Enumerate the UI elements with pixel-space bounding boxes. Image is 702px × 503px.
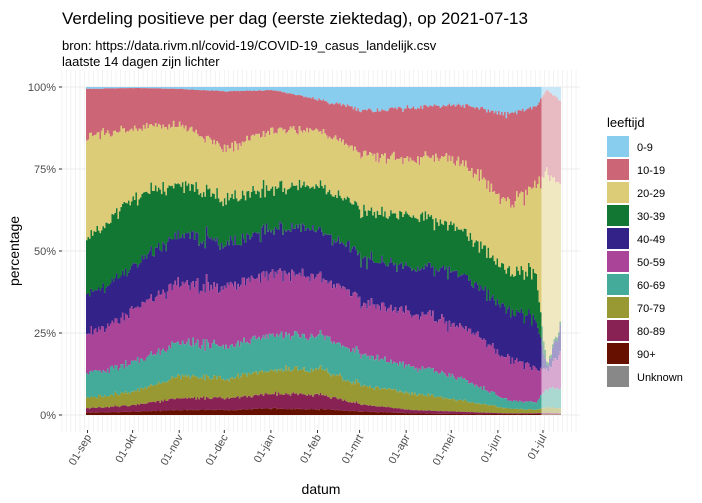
x-tick-label: 01-jun [479,433,505,465]
area-series-20-29 [86,120,561,363]
legend-key [607,366,629,387]
area-series-40-49 [86,221,561,372]
x-tick-label: 01-okt [114,433,140,465]
legend-key [607,251,629,272]
legend-label: 30-39 [637,211,665,223]
legend: 0-9 10-19 20-29 30-39 40-49 50-59 60-69 70-79 80… [607,136,683,387]
x-tick-label: 01-mrt [340,433,366,467]
legend-label: 40-49 [637,234,665,246]
legend-label: 70-79 [637,303,665,315]
legend-key [607,159,629,180]
y-axis-label: percentage [6,216,22,286]
y-tick-label: 25% [34,328,56,340]
x-axis: 01-sep 01-okt 01-nov 01-dec 01-jan 01-feb 01-m… [67,430,550,468]
legend-label: 90+ [637,349,656,361]
y-tick-label: 0% [40,410,56,422]
x-tick-label: 01-nov [159,432,186,468]
legend-label: 10-19 [637,165,665,177]
x-tick-label: 01-mei [431,433,458,468]
legend-key [607,136,629,157]
legend-label: Unknown [637,372,683,384]
legend-key [607,205,629,226]
area-series-80-89 [86,391,561,415]
y-tick-label: 75% [34,164,56,176]
x-tick-label: 01-feb [298,433,324,466]
legend-label: 80-89 [637,326,665,338]
x-tick-label: 01-dec [204,432,231,468]
chart-title: Verdeling positieve per dag (eerste ziek… [62,9,528,28]
legend-key [607,274,629,295]
legend-key [607,182,629,203]
y-tick-label: 100% [28,82,56,94]
area-series-0-9 [86,87,561,119]
x-tick-label: 01-jan [252,433,278,465]
area-series-10-19 [86,87,561,208]
x-tick-label: 01-jul [526,433,550,462]
chart-subtitle-line-1: bron: https://data.rivm.nl/covid-19/COVI… [62,38,437,53]
area-series-30-39 [86,180,561,366]
x-axis-label: datum [302,481,341,497]
area-series-90plus [86,407,561,415]
y-tick-label: 50% [34,246,56,258]
legend-key [607,228,629,249]
x-tick-label: 01-sep [67,433,94,468]
legend-title: leeftijd [607,115,645,130]
legend-key [607,320,629,341]
plot-areas [86,87,561,415]
y-axis: 0% 25% 50% 75% 100% [28,82,62,422]
legend-label: 20-29 [637,188,665,200]
area-series-50-59 [86,268,561,404]
area-series-70-79 [86,365,561,414]
legend-label: 50-59 [637,257,665,269]
area-series-60-69 [86,330,561,411]
legend-key [607,297,629,318]
lighter-overlay [541,87,561,415]
legend-label: 0-9 [637,142,653,154]
x-tick-label: 01-apr [386,432,412,466]
legend-label: 60-69 [637,280,665,292]
legend-key [607,343,629,364]
chart-subtitle-line-2: laatste 14 dagen zijn lichter [62,54,220,69]
